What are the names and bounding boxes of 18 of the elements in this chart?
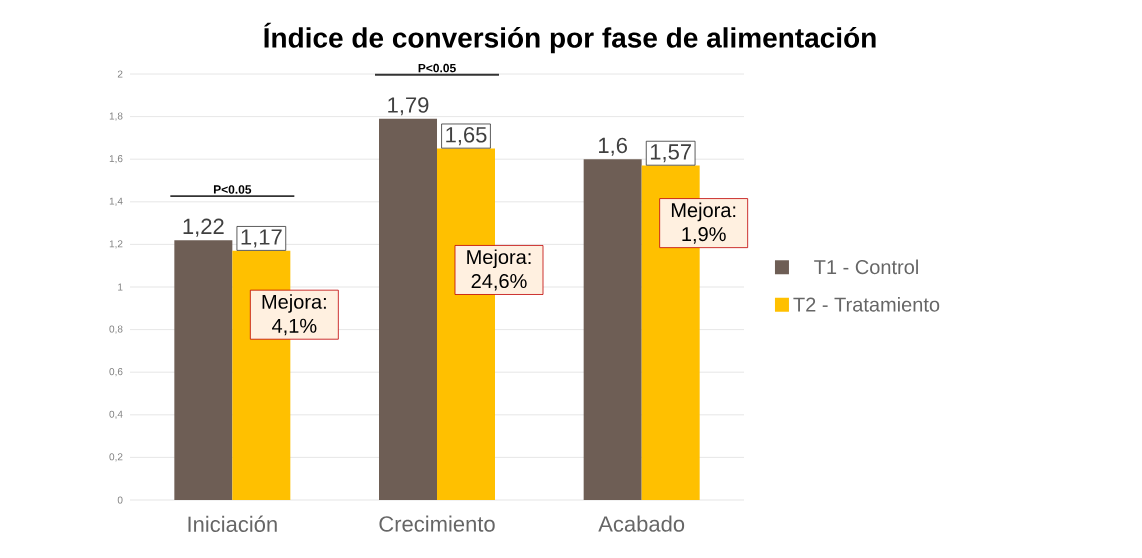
data-label: 1,22 [183,218,224,237]
x-tick-label: Acabado [598,515,685,532]
legend-label: T2 - Tratamiento [793,297,940,312]
annotation: Mejora: 1,9% [671,202,736,244]
x-tick-label: Crecimiento [379,515,495,532]
data-label: 1,57 [650,144,691,163]
annotation: Mejora: 24,6% [467,249,531,291]
bar [174,240,233,500]
data-label: 1,65 [446,127,487,146]
data-label: 1,17 [241,229,282,248]
annotation: Mejora: 4,1% [262,294,326,336]
bar [379,118,438,500]
bar [583,159,642,500]
data-label: 1,6 [599,137,627,156]
legend-label: T1 - Control [814,259,918,275]
x-tick-label: Iniciación [188,515,277,533]
chart-title: Índice de conversión por fase de alimentación [264,22,876,54]
data-label: 1,79 [388,97,429,116]
